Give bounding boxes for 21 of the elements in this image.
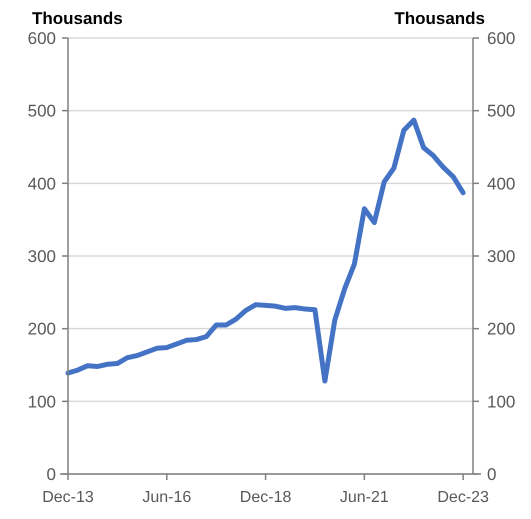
y2-tick-label: 600	[487, 28, 516, 48]
y-tick-label: 100	[28, 392, 56, 412]
x-tick-label: Dec-18	[240, 489, 292, 506]
y-tick-label: 500	[28, 102, 56, 121]
y-tick-label: 400	[28, 174, 56, 194]
y-axis-title: Thousands	[32, 9, 123, 28]
x-tick-label: Dec-13	[42, 489, 94, 506]
y2-tick-label: 500	[487, 102, 516, 121]
y-tick-label: 0	[46, 464, 56, 484]
y2-tick-label: 300	[487, 246, 516, 266]
y2-tick-label: 400	[487, 174, 516, 194]
y-tick-label: 200	[28, 320, 56, 339]
y-tick-label: 300	[28, 246, 56, 266]
x-tick-label: Jun-16	[142, 489, 192, 506]
y2-axis-title: Thousands	[394, 9, 485, 28]
y2-tick-label: 100	[487, 392, 516, 412]
x-tick-label: Dec-23	[437, 489, 490, 506]
y-tick-label: 600	[28, 28, 56, 48]
x-tick-label: Jun-21	[340, 489, 389, 506]
y2-tick-label: 0	[487, 464, 496, 484]
y2-tick-label: 200	[487, 320, 516, 339]
